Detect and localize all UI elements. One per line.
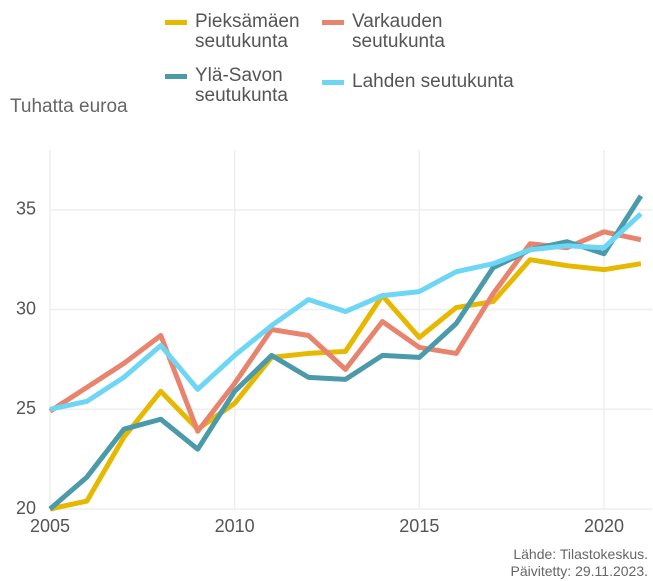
legend-label: Varkauden seutukunta [352, 11, 445, 52]
y-tick-label: 25 [16, 398, 36, 418]
y-tick-label: 30 [16, 298, 36, 318]
x-tick-label: 2020 [584, 516, 624, 536]
series-line [49, 211, 643, 412]
legend-label: Ylä-Savon seutukunta [195, 65, 288, 106]
y-tick-label: 20 [16, 498, 36, 518]
legend-swatch [165, 74, 187, 79]
y-tick-label: 35 [16, 199, 36, 219]
legend-label: Lahden seutukunta [352, 71, 514, 92]
y-axis-label: Tuhatta euroa [10, 96, 128, 117]
legend-label: Pieksämäen seutukunta [195, 11, 300, 52]
legend-swatch [165, 20, 187, 25]
series-line [49, 257, 642, 512]
legend-item: Varkauden seutukunta [322, 12, 472, 52]
x-tick-label: 2005 [30, 516, 70, 536]
updated: Päivitetty: 29.11.2023. [510, 563, 649, 579]
x-tick-label: 2010 [215, 516, 255, 536]
legend-swatch [322, 20, 344, 25]
legend-item: Pieksämäen seutukunta [165, 12, 305, 52]
source: Lähde: Tilastokeskus. [513, 546, 648, 562]
legend-item: Lahden seutukunta [322, 72, 582, 92]
x-tick-label: 2015 [399, 516, 439, 536]
legend-swatch [322, 80, 344, 85]
legend-item: Ylä-Savon seutukunta [165, 66, 315, 106]
